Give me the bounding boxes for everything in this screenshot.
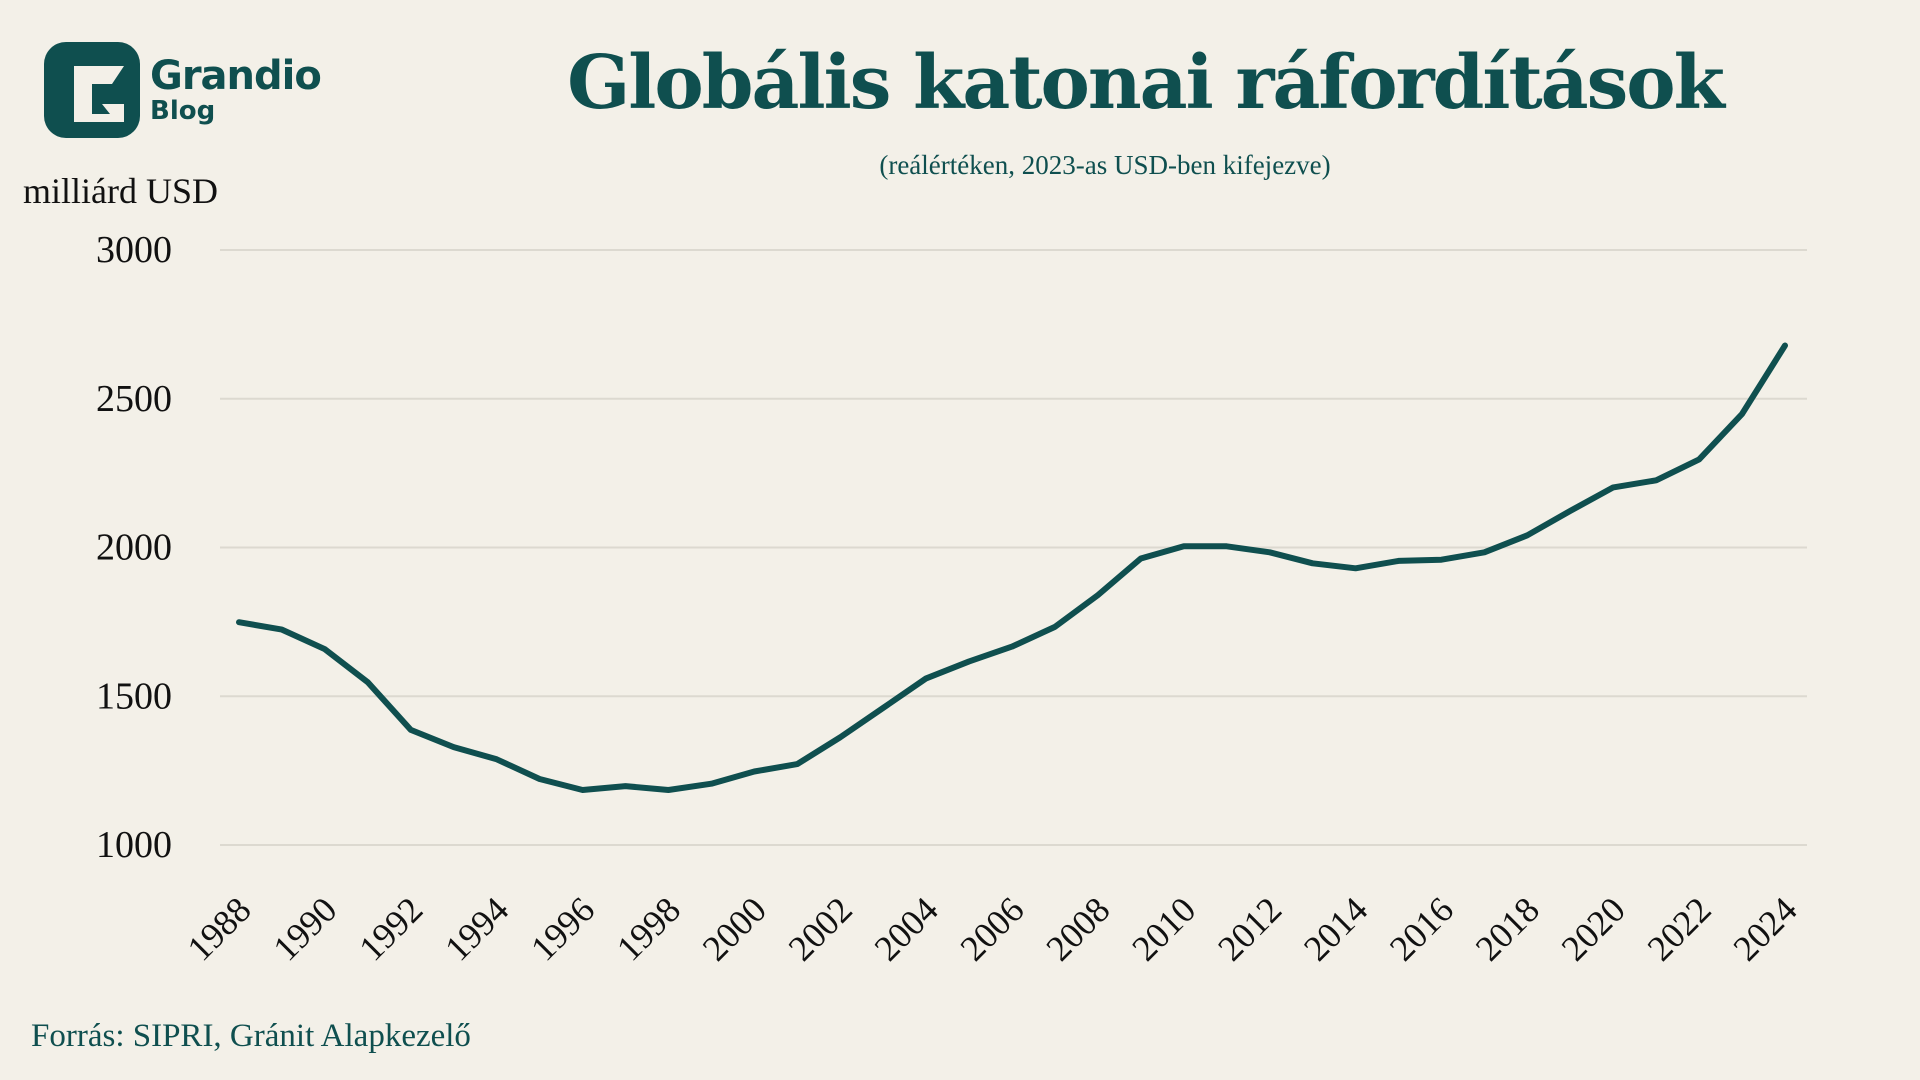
series-line bbox=[236, 342, 1788, 793]
x-tick-label: 2024 bbox=[1725, 889, 1804, 968]
x-tick-label: 1992 bbox=[351, 889, 430, 968]
y-tick-label: 1500 bbox=[96, 675, 172, 717]
x-tick-label: 2016 bbox=[1382, 889, 1461, 968]
x-tick-label: 2022 bbox=[1640, 889, 1719, 968]
x-tick-label: 2010 bbox=[1124, 889, 1203, 968]
x-tick-label: 1996 bbox=[523, 889, 602, 968]
x-tick-label: 2012 bbox=[1210, 889, 1289, 968]
x-tick-label: 1994 bbox=[437, 889, 516, 968]
x-tick-label: 2020 bbox=[1554, 889, 1633, 968]
x-tick-label: 2014 bbox=[1296, 889, 1375, 968]
y-axis-label: milliárd USD bbox=[23, 171, 218, 211]
source-note: Forrás: SIPRI, Gránit Alapkezelő bbox=[31, 1018, 471, 1054]
x-tick-label: 2002 bbox=[781, 889, 860, 968]
y-tick-label: 3000 bbox=[96, 229, 172, 271]
y-tick-label: 2000 bbox=[96, 527, 172, 569]
brand-name: Grandio bbox=[150, 53, 322, 99]
chart-subtitle: (reálértéken, 2023-as USD-ben kifejezve) bbox=[879, 150, 1331, 180]
y-tick-label: 1000 bbox=[96, 824, 172, 866]
grandio-logo-icon bbox=[44, 42, 140, 138]
x-tick-label: 2006 bbox=[952, 889, 1031, 968]
brand-sub: Blog bbox=[150, 96, 216, 126]
x-tick-label: 2004 bbox=[867, 889, 946, 968]
x-tick-label: 2008 bbox=[1038, 889, 1117, 968]
brand-logo: Grandio Blog bbox=[44, 42, 322, 138]
x-tick-label: 1988 bbox=[179, 889, 258, 968]
chart-title: Globális katonai ráfordítások bbox=[567, 40, 1725, 126]
x-tick-label: 1990 bbox=[265, 889, 344, 968]
x-tick-label: 2000 bbox=[695, 889, 774, 968]
x-tick-label: 2018 bbox=[1468, 889, 1547, 968]
x-tick-label: 1998 bbox=[609, 889, 688, 968]
y-tick-label: 2500 bbox=[96, 378, 172, 420]
